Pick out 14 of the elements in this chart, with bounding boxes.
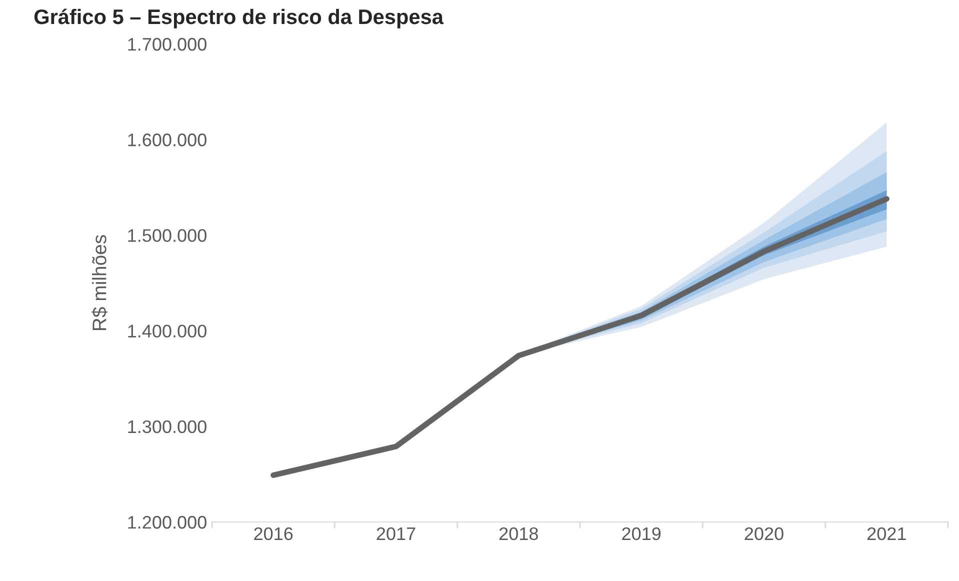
x-tick-label: 2019 — [622, 527, 661, 540]
x-tick-label: 2017 — [376, 527, 416, 540]
y-tick-label: 1.600.000 — [128, 134, 206, 146]
y-tick-label: 1.400.000 — [128, 324, 206, 338]
x-tick-label: 2021 — [867, 527, 906, 540]
x-tick-label: 2020 — [744, 527, 784, 540]
x-tick-label: 2018 — [499, 527, 538, 540]
y-tick-label: 1.200.000 — [128, 516, 206, 529]
y-tick-label: 1.500.000 — [128, 229, 206, 242]
y-tick-label: 1.300.000 — [128, 420, 206, 434]
chart-title: Gráfico 5 – Espectro de risco da Despesa — [34, 8, 444, 28]
y-axis-title: R$ milhões — [92, 235, 108, 330]
x-tick-label: 2016 — [254, 527, 293, 540]
y-tick-label: 1.700.000 — [128, 38, 206, 51]
